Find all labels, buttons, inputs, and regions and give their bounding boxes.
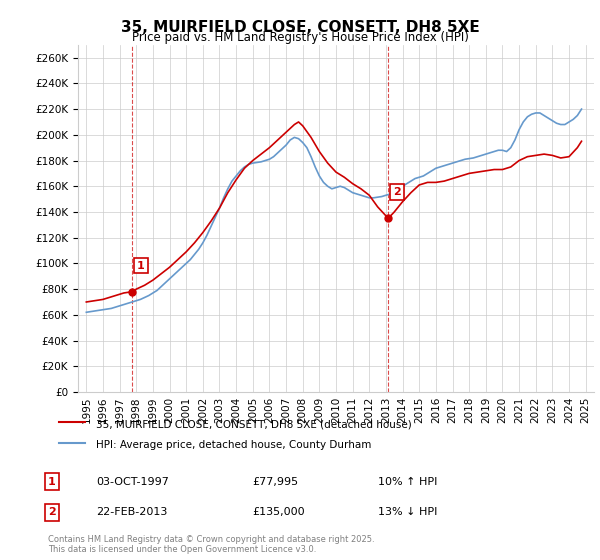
Text: 35, MUIRFIELD CLOSE, CONSETT, DH8 5XE: 35, MUIRFIELD CLOSE, CONSETT, DH8 5XE bbox=[121, 20, 479, 35]
Text: 35, MUIRFIELD CLOSE, CONSETT, DH8 5XE (detached house): 35, MUIRFIELD CLOSE, CONSETT, DH8 5XE (d… bbox=[95, 419, 411, 429]
Text: 2: 2 bbox=[393, 187, 401, 197]
Text: 1: 1 bbox=[137, 260, 145, 270]
Text: £135,000: £135,000 bbox=[252, 507, 305, 517]
Text: £77,995: £77,995 bbox=[252, 477, 298, 487]
Text: 13% ↓ HPI: 13% ↓ HPI bbox=[378, 507, 437, 517]
Text: 03-OCT-1997: 03-OCT-1997 bbox=[96, 477, 169, 487]
Text: Contains HM Land Registry data © Crown copyright and database right 2025.
This d: Contains HM Land Registry data © Crown c… bbox=[48, 535, 374, 554]
Text: 22-FEB-2013: 22-FEB-2013 bbox=[96, 507, 167, 517]
Text: 10% ↑ HPI: 10% ↑ HPI bbox=[378, 477, 437, 487]
Text: Price paid vs. HM Land Registry's House Price Index (HPI): Price paid vs. HM Land Registry's House … bbox=[131, 31, 469, 44]
Text: 2: 2 bbox=[48, 507, 56, 517]
Text: HPI: Average price, detached house, County Durham: HPI: Average price, detached house, Coun… bbox=[95, 440, 371, 450]
Text: 1: 1 bbox=[48, 477, 56, 487]
